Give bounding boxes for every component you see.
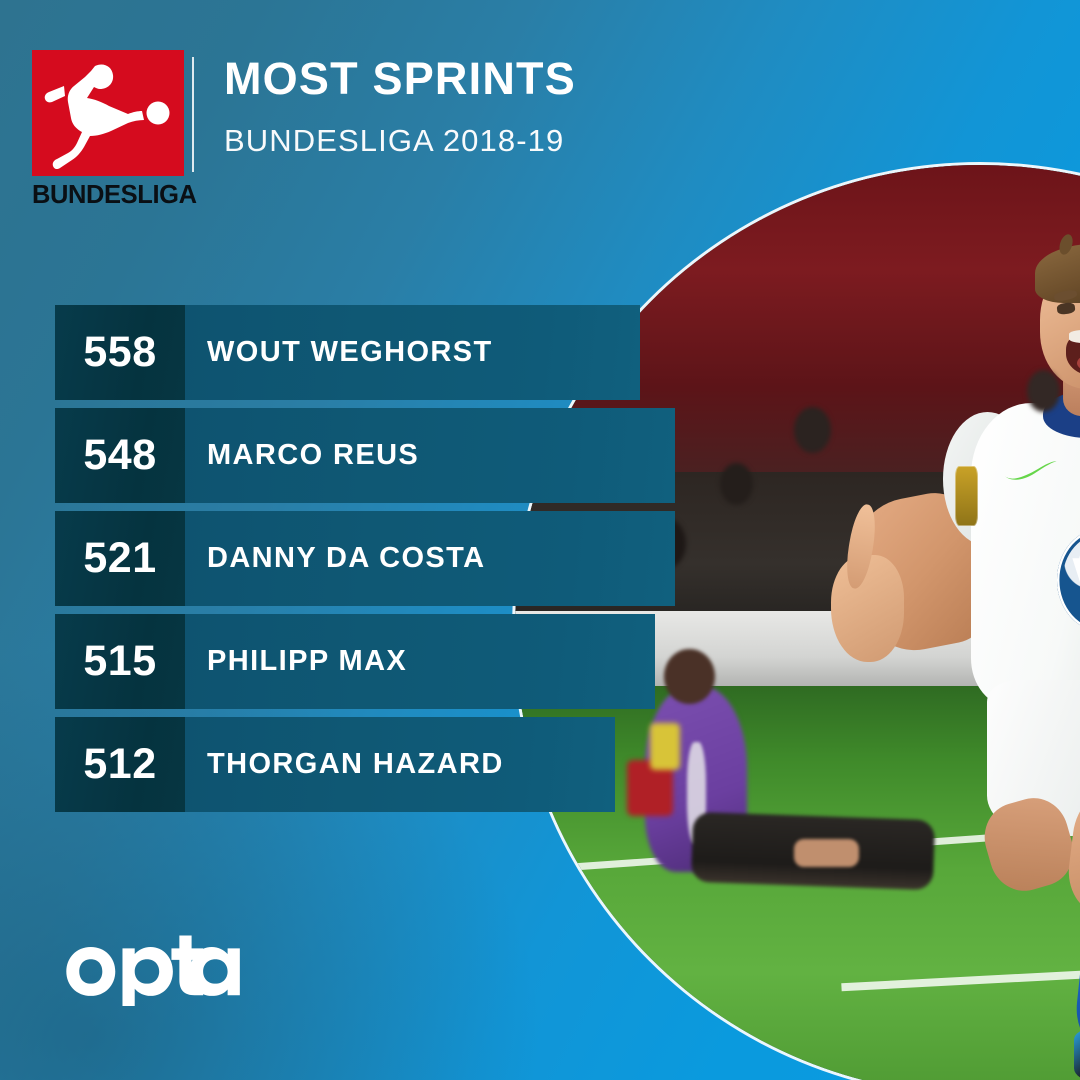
header-titles: MOST SPRINTS BUNDESLIGA 2018-19 bbox=[224, 56, 576, 156]
player-hand bbox=[831, 554, 904, 662]
player-teeth bbox=[1068, 329, 1080, 344]
sprint-count-box: 558 bbox=[55, 305, 185, 400]
bundesliga-logo: BUNDESLIGA bbox=[32, 50, 197, 209]
player-name: WOUT WEGHORST bbox=[207, 336, 493, 368]
bundesliga-player-icon bbox=[44, 64, 170, 170]
sprint-count-box: 521 bbox=[55, 511, 185, 606]
table-row[interactable]: 515 PHILIPP MAX bbox=[55, 614, 655, 709]
celebrating-player bbox=[803, 202, 1080, 1080]
volkswagen-logo-icon bbox=[1057, 528, 1080, 632]
crowd-figure bbox=[1026, 369, 1060, 413]
bundesliga-mark bbox=[32, 50, 184, 176]
dfb-pokal-badge bbox=[955, 465, 979, 527]
page-title: MOST SPRINTS bbox=[224, 53, 576, 104]
table-row[interactable]: 548 MARCO REUS bbox=[55, 408, 675, 503]
player-name: PHILIPP MAX bbox=[207, 645, 408, 677]
sprint-count: 515 bbox=[83, 637, 157, 685]
sprint-count-box: 512 bbox=[55, 717, 185, 812]
opta-logo bbox=[62, 932, 242, 1008]
header-divider bbox=[192, 57, 194, 172]
player-name-box: THORGAN HAZARD bbox=[185, 717, 615, 812]
bundesliga-wordmark: BUNDESLIGA bbox=[32, 181, 197, 209]
player-name-box: PHILIPP MAX bbox=[185, 614, 655, 709]
crowd-figure bbox=[794, 406, 832, 454]
page-subtitle: BUNDESLIGA 2018-19 bbox=[224, 123, 565, 158]
player-tongue bbox=[1076, 353, 1080, 372]
player-name-box: WOUT WEGHORST bbox=[185, 305, 640, 400]
table-row[interactable]: 558 WOUT WEGHORST bbox=[55, 305, 640, 400]
table-row[interactable]: 512 THORGAN HAZARD bbox=[55, 717, 615, 812]
player-name: THORGAN HAZARD bbox=[207, 748, 504, 780]
crowd-figure bbox=[719, 462, 754, 506]
sprint-count-box: 515 bbox=[55, 614, 185, 709]
sprint-count: 548 bbox=[83, 431, 157, 479]
player-left-boot bbox=[1073, 1028, 1080, 1080]
background-prone-player-skin bbox=[794, 839, 860, 868]
player-name: DANNY DA COSTA bbox=[207, 542, 486, 574]
background-blur-yellow bbox=[649, 723, 680, 770]
sprint-count: 521 bbox=[83, 534, 157, 582]
background-goalkeeper-head bbox=[663, 648, 715, 705]
player-name-box: DANNY DA COSTA bbox=[185, 511, 675, 606]
table-row[interactable]: 521 DANNY DA COSTA bbox=[55, 511, 675, 606]
player-name-box: MARCO REUS bbox=[185, 408, 675, 503]
player-name: MARCO REUS bbox=[207, 439, 420, 471]
header: BUNDESLIGA MOST SPRINTS BUNDESLIGA 2018-… bbox=[0, 0, 1080, 215]
sprint-count: 512 bbox=[83, 740, 157, 788]
nike-swoosh-icon bbox=[1004, 454, 1057, 486]
sprint-count: 558 bbox=[83, 328, 157, 376]
sprint-count-box: 548 bbox=[55, 408, 185, 503]
